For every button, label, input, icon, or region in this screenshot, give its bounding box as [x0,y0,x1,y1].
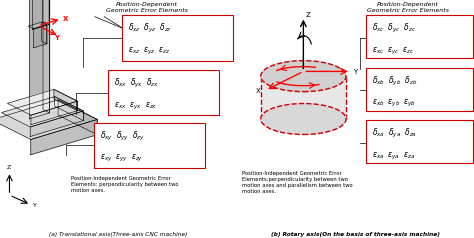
FancyBboxPatch shape [366,120,473,163]
Text: X: X [63,16,68,22]
Text: $\delta_{xb}$  $\delta_{yb}$  $\delta_{zb}$: $\delta_{xb}$ $\delta_{yb}$ $\delta_{zb}… [372,75,417,88]
Text: Z: Z [306,12,310,18]
Polygon shape [42,22,47,44]
Text: $\delta_{xc}$  $\delta_{yc}$  $\delta_{zc}$: $\delta_{xc}$ $\delta_{yc}$ $\delta_{zc}… [372,22,416,35]
Polygon shape [43,0,49,25]
Text: $\varepsilon_{xz}$  $\varepsilon_{yz}$  $\varepsilon_{zz}$: $\varepsilon_{xz}$ $\varepsilon_{yz}$ $\… [128,46,170,57]
Polygon shape [58,100,97,135]
Polygon shape [30,111,83,137]
Polygon shape [8,89,77,115]
Text: Position-Independent Geometric Error
Elements:perpendicularity between two
motio: Position-Independent Geometric Error Ele… [242,171,352,194]
Polygon shape [43,0,50,113]
Text: $\varepsilon_{xa}$  $\varepsilon_{ya}$  $\varepsilon_{za}$: $\varepsilon_{xa}$ $\varepsilon_{ya}$ $\… [372,150,415,162]
Polygon shape [28,22,47,29]
Text: $\varepsilon_{xc}$  $\varepsilon_{yc}$  $\varepsilon_{zc}$: $\varepsilon_{xc}$ $\varepsilon_{yc}$ $\… [372,46,414,57]
Polygon shape [33,0,49,30]
FancyBboxPatch shape [94,123,205,168]
Ellipse shape [261,61,346,92]
Polygon shape [0,100,97,139]
Polygon shape [34,25,47,48]
Text: (b) Rotary axis(On the basis of three-axis machine): (b) Rotary axis(On the basis of three-ax… [271,232,440,237]
Text: $\varepsilon_{xx}$  $\varepsilon_{yx}$  $\varepsilon_{zx}$: $\varepsilon_{xx}$ $\varepsilon_{yx}$ $\… [114,100,157,112]
FancyBboxPatch shape [366,68,473,111]
Text: $\delta_{xy}$  $\delta_{yy}$  $\delta_{zy}$: $\delta_{xy}$ $\delta_{yy}$ $\delta_{zy}… [100,129,145,143]
Text: Y: Y [33,203,37,208]
FancyBboxPatch shape [122,15,233,61]
Polygon shape [31,119,97,155]
Text: Position-Independent Geometric Error
Elements: perpendicularity between two
moti: Position-Independent Geometric Error Ele… [71,176,179,193]
Polygon shape [261,76,346,119]
Polygon shape [29,0,50,119]
Text: $\delta_{xa}$  $\delta_{ya}$  $\delta_{za}$: $\delta_{xa}$ $\delta_{ya}$ $\delta_{za}… [372,127,417,140]
Text: (a) Translational axis(Three-axis CNC machine): (a) Translational axis(Three-axis CNC ma… [49,232,188,237]
Text: $\delta_{xx}$  $\delta_{yx}$  $\delta_{zx}$: $\delta_{xx}$ $\delta_{yx}$ $\delta_{zx}… [114,77,159,90]
FancyBboxPatch shape [108,70,219,115]
Text: X: X [256,88,261,94]
Polygon shape [54,89,77,111]
Text: Z: Z [7,165,11,170]
Polygon shape [31,101,77,125]
Text: Y: Y [353,69,357,75]
Ellipse shape [261,104,346,134]
Text: $\varepsilon_{xy}$  $\varepsilon_{yy}$  $\varepsilon_{zy}$: $\varepsilon_{xy}$ $\varepsilon_{yy}$ $\… [100,153,143,164]
Text: Position-Dependent
Geometric Error Elements: Position-Dependent Geometric Error Eleme… [367,2,448,13]
Text: $\varepsilon_{xb}$  $\varepsilon_{yb}$  $\varepsilon_{yb}$: $\varepsilon_{xb}$ $\varepsilon_{yb}$ $\… [372,98,416,109]
Text: Y: Y [55,35,59,41]
Text: $\delta_{xz}$  $\delta_{yz}$  $\delta_{zz}$: $\delta_{xz}$ $\delta_{yz}$ $\delta_{zz}… [128,22,172,35]
Polygon shape [1,97,83,127]
FancyBboxPatch shape [366,15,473,58]
Polygon shape [55,97,83,120]
Text: Position-Dependent
Geometric Error Elements: Position-Dependent Geometric Error Eleme… [106,2,188,13]
